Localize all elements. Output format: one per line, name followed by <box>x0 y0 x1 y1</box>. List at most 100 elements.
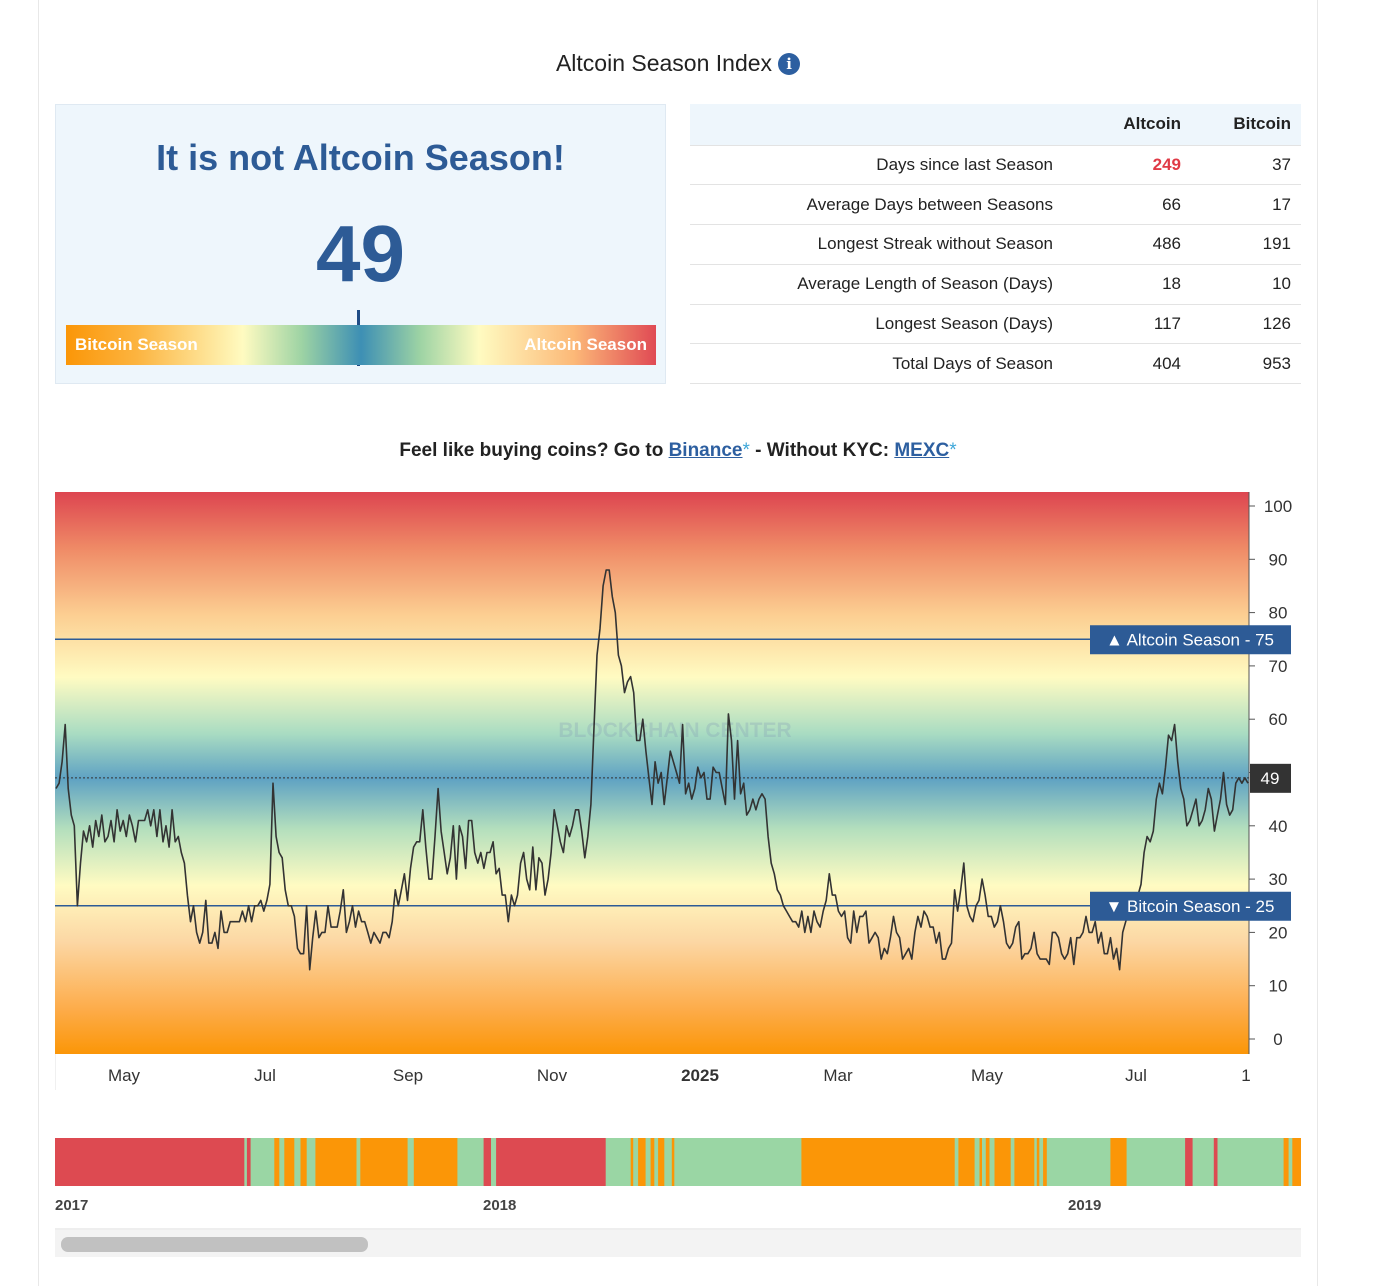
navigator-segment <box>671 1138 675 1186</box>
navigator-year-label: 2019 <box>1068 1197 1101 1214</box>
navigator-segment <box>496 1138 606 1186</box>
y-tick-label: 0 <box>1273 1030 1282 1049</box>
y-tick-label: 90 <box>1269 550 1288 569</box>
x-tick-label: Jul <box>254 1066 276 1085</box>
index-chart: BLOCKCHAIN CENTER0102030405060708090100▲… <box>54 492 1301 1092</box>
navigator-segment <box>994 1138 1011 1186</box>
navigator-segment <box>1043 1138 1047 1186</box>
navigator-segment <box>284 1138 295 1186</box>
table-row: Days since last Season 249 37 <box>690 144 1301 185</box>
status-headline: It is not Altcoin Season! <box>156 137 565 178</box>
table-row: Longest Streak without Season 486 191 <box>690 224 1301 265</box>
navigator-segment <box>413 1138 458 1186</box>
table-row: Longest Season (Days) 117 126 <box>690 303 1301 344</box>
current-value-label-bg <box>1250 763 1291 793</box>
index-title-row: Altcoin Season Index i <box>0 50 1356 77</box>
altcoin-cell: 486 <box>1081 224 1191 265</box>
bitcoin-cell: 126 <box>1191 303 1301 344</box>
info-icon[interactable]: i <box>778 53 801 75</box>
altcoin-cell: 66 <box>1081 184 1191 225</box>
row-label: Longest Season (Days) <box>690 303 1081 344</box>
altcoin-threshold-label: ▲ Altcoin Season - 75 <box>1106 630 1274 649</box>
navigator-segment <box>1292 1138 1301 1186</box>
x-tick-label: Jul <box>1125 1066 1147 1085</box>
navigator-segment <box>979 1138 982 1186</box>
navigator-year-label: 2017 <box>55 1197 88 1214</box>
table-row: Total Days of Season 404 953 <box>690 343 1301 385</box>
y-tick-label: 100 <box>1264 497 1292 516</box>
table-header-row: Altcoin Bitcoin <box>690 104 1301 145</box>
index-value: 49 <box>316 209 405 298</box>
bitcoin-threshold-label: ▼ Bitcoin Season - 25 <box>1106 897 1275 916</box>
y-tick-label: 70 <box>1269 657 1288 676</box>
bitcoin-threshold-label-bg <box>1090 891 1291 921</box>
navigator-segment <box>638 1138 646 1186</box>
navigator-segment <box>1213 1138 1218 1186</box>
table-header-altcoin: Altcoin <box>1081 104 1191 145</box>
x-tick-label: Nov <box>537 1066 568 1085</box>
current-value-label: 49 <box>1261 769 1280 788</box>
altcoin-cell: 404 <box>1081 343 1191 385</box>
navigator-segment <box>491 1138 497 1186</box>
x-tick-label: May <box>108 1066 141 1085</box>
y-tick-label: 10 <box>1269 977 1288 996</box>
x-tick-label: Sep <box>393 1066 423 1085</box>
x-tick-label: 2025 <box>681 1066 719 1085</box>
y-tick-label: 60 <box>1269 710 1288 729</box>
page-frame <box>38 0 1318 1286</box>
navigator-segment <box>958 1138 975 1186</box>
row-label: Days since last Season <box>690 144 1081 185</box>
promo-star: * <box>742 440 750 461</box>
y-tick-label: 40 <box>1269 817 1288 836</box>
promo-star: * <box>949 440 957 461</box>
watermark: BLOCKCHAIN CENTER <box>558 719 791 742</box>
navigator-segment <box>360 1138 408 1186</box>
navigator-segment <box>1014 1138 1035 1186</box>
altcoin-cell: 18 <box>1081 263 1191 305</box>
page-title: Altcoin Season Index <box>555 50 773 76</box>
navigator-segment <box>1036 1138 1040 1186</box>
range-navigator: 2017 2018 2019 <box>55 1138 1301 1258</box>
row-label: Total Days of Season <box>690 343 1081 385</box>
navigator-segment <box>1185 1138 1193 1186</box>
index-series-line <box>55 569 1249 971</box>
altcoin-cell: 249 <box>1081 144 1191 185</box>
x-tick-label: 1 <box>1241 1066 1250 1085</box>
navigator-segment <box>315 1138 357 1186</box>
altcoin-threshold-label-bg <box>1090 625 1291 655</box>
binance-link[interactable]: Binance <box>668 440 743 461</box>
navigator-svg: 2017 2018 2019 <box>55 1138 1301 1257</box>
x-tick-label: May <box>971 1066 1004 1085</box>
bitcoin-cell: 191 <box>1191 224 1301 265</box>
gauge-altcoin-label: Altcoin Season <box>524 335 647 354</box>
navigator-segment <box>985 1138 990 1186</box>
gauge-bitcoin-label: Bitcoin Season <box>75 335 198 354</box>
navigator-segment <box>801 1138 955 1186</box>
y-tick-label: 80 <box>1269 604 1288 623</box>
season-stats-table: Altcoin Bitcoin Days since last Season 2… <box>690 104 1301 385</box>
navigator-segment <box>246 1138 251 1186</box>
promo-prefix: Feel like buying coins? Go to <box>399 440 669 461</box>
navigator-segment <box>274 1138 280 1186</box>
season-gauge: Bitcoin Season Altcoin Season <box>66 325 656 365</box>
navigator-scrollbar-thumb[interactable] <box>61 1237 368 1252</box>
promo-middle: - Without KYC: <box>749 440 895 461</box>
navigator-segment <box>658 1138 665 1186</box>
bitcoin-cell: 17 <box>1191 184 1301 225</box>
x-tick-label: Mar <box>823 1066 853 1085</box>
y-tick-label: 30 <box>1269 870 1288 889</box>
navigator-segment <box>650 1138 655 1186</box>
table-header-empty <box>690 104 1081 145</box>
altcoin-cell: 117 <box>1081 303 1191 344</box>
bitcoin-cell: 953 <box>1191 343 1301 385</box>
navigator-segment <box>1283 1138 1289 1186</box>
table-row: Average Length of Season (Days) 18 10 <box>690 263 1301 305</box>
row-label: Average Days between Seasons <box>690 184 1081 225</box>
mexc-link[interactable]: MEXC <box>894 440 950 461</box>
promo-line: Feel like buying coins? Go to Binance* -… <box>0 440 1356 462</box>
table-row: Average Days between Seasons 66 17 <box>690 184 1301 225</box>
navigator-segment <box>483 1138 492 1186</box>
row-label: Longest Streak without Season <box>690 224 1081 265</box>
navigator-segment <box>300 1138 307 1186</box>
navigator-segment <box>630 1138 634 1186</box>
